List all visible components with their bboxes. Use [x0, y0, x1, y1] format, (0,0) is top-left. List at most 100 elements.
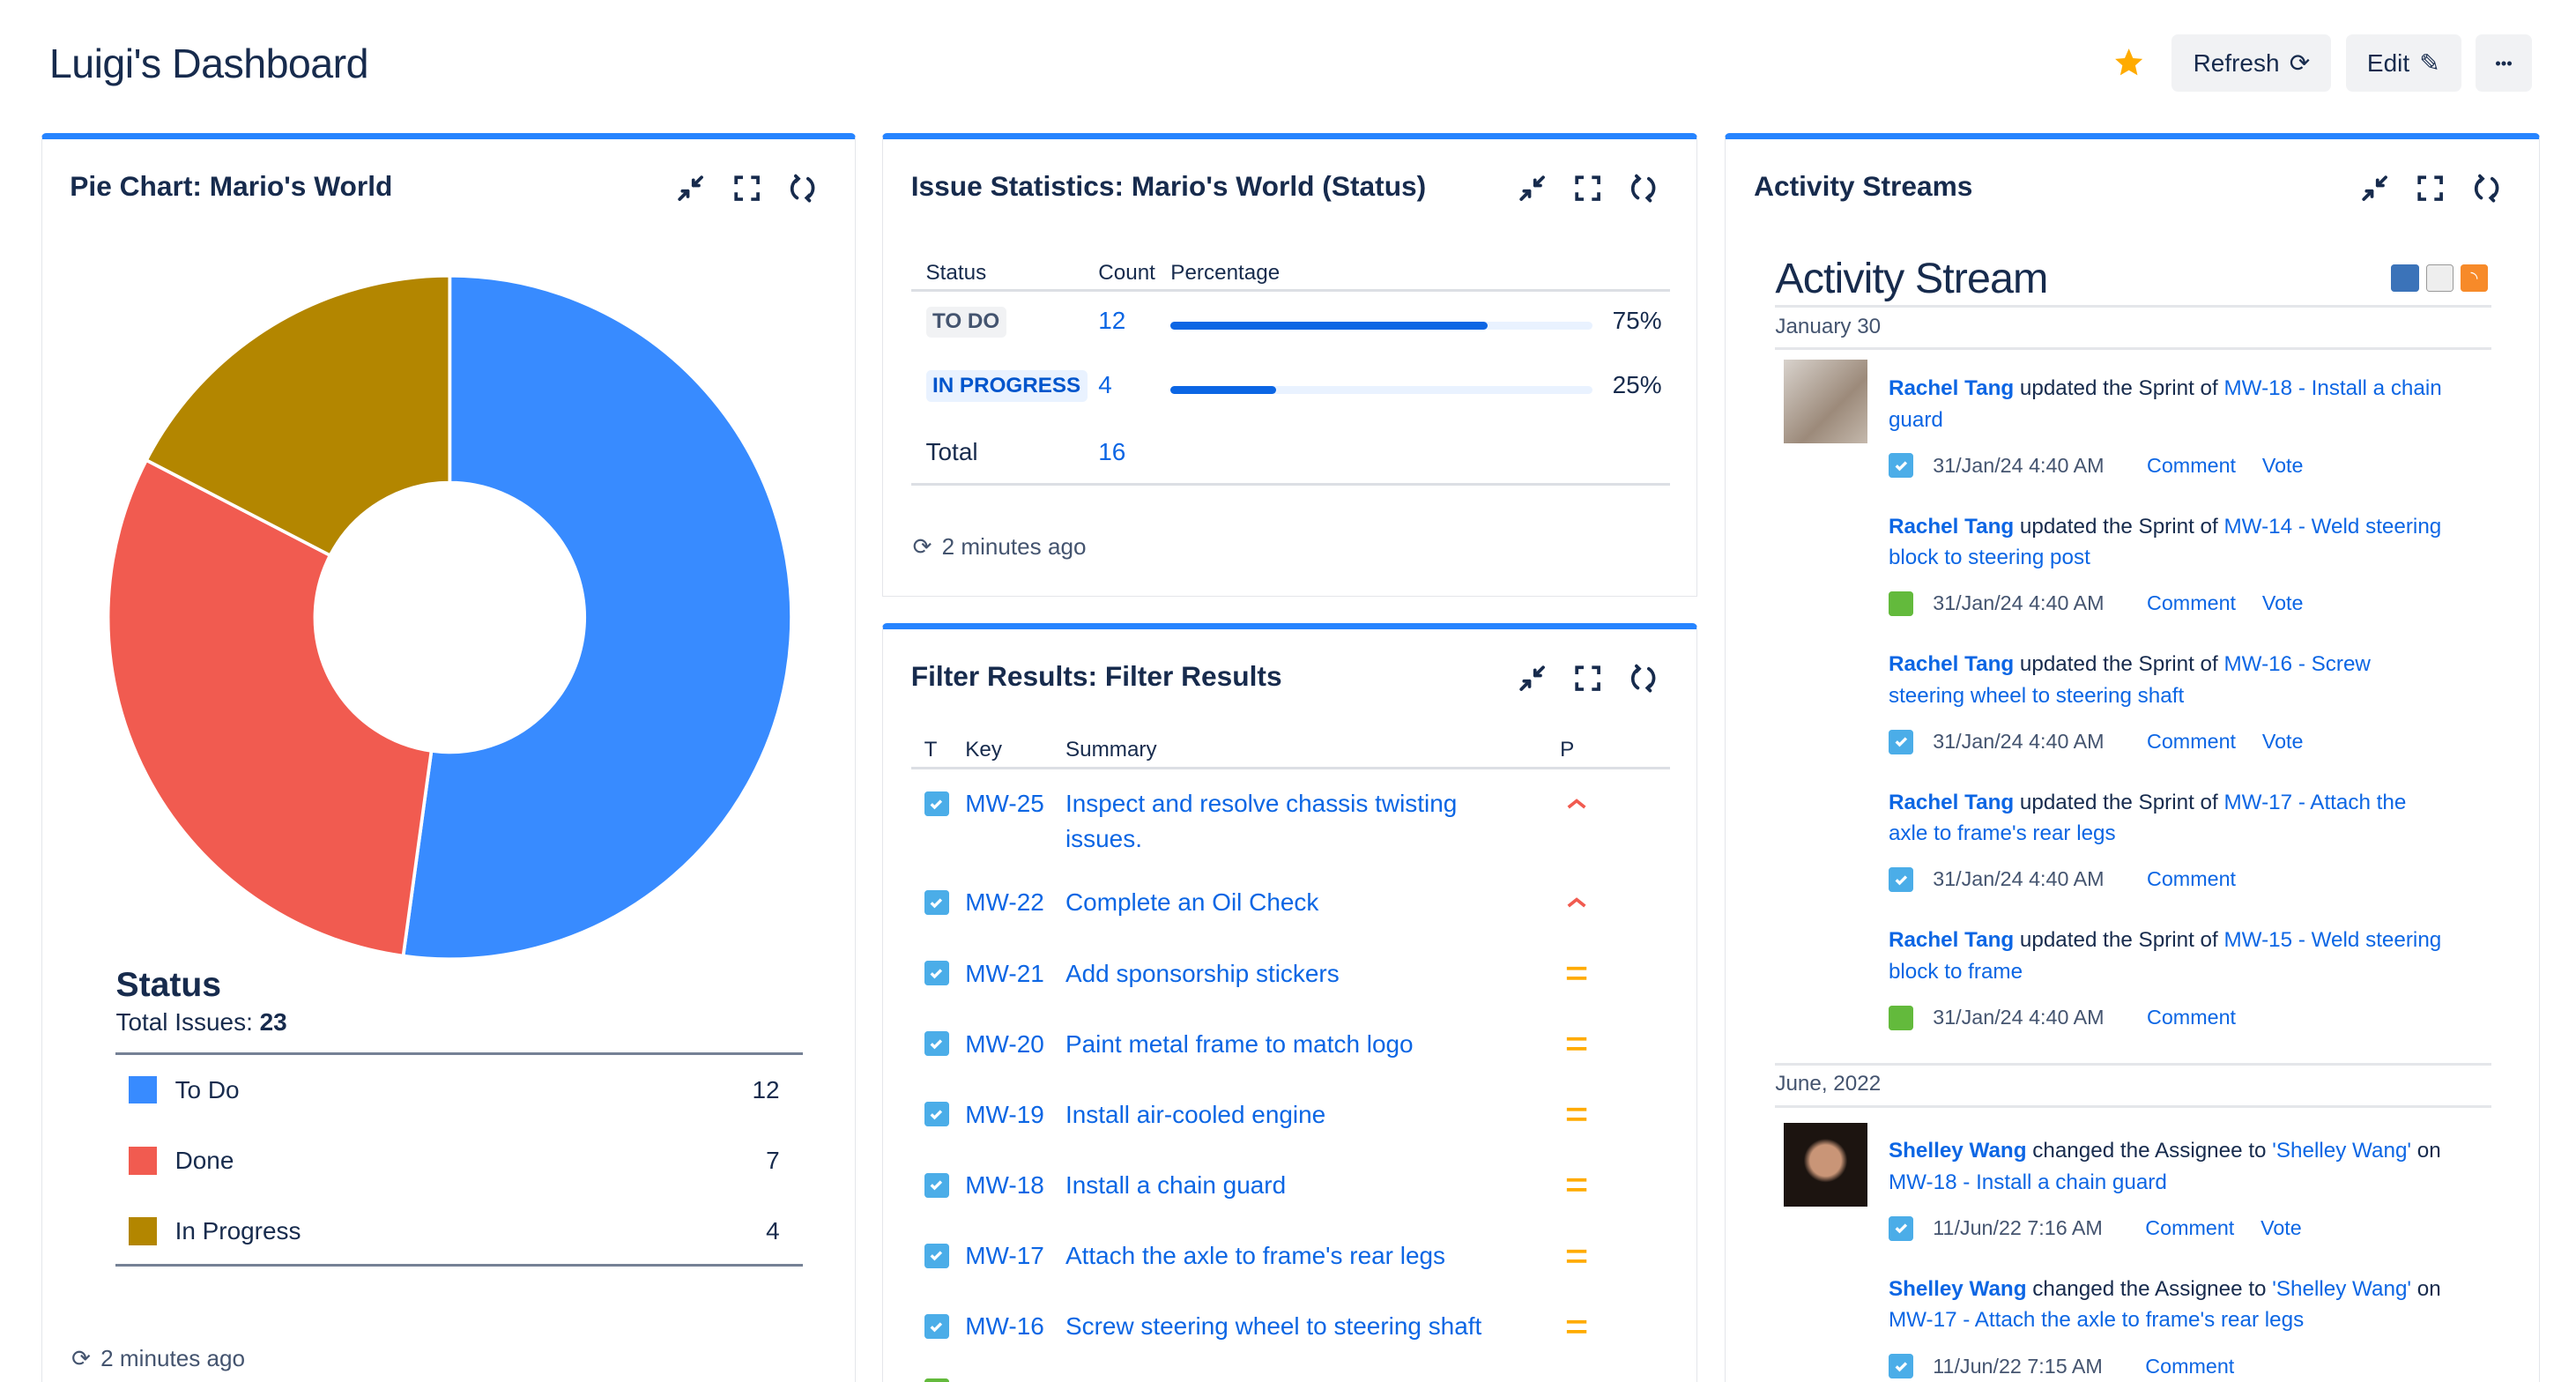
- comment-link[interactable]: Comment: [2147, 591, 2236, 615]
- issue-summary[interactable]: Add sponsorship stickers: [1065, 959, 1340, 987]
- refresh-label: Refresh: [2193, 48, 2280, 77]
- user-link[interactable]: Rachel Tang: [1888, 790, 2015, 814]
- comment-link[interactable]: Comment: [2147, 453, 2236, 477]
- issue-link[interactable]: MW-18 - Install a chain guard: [1888, 376, 2442, 432]
- total-label: Total: [925, 438, 978, 466]
- activity-entry: Rachel Tang updated the Sprint of MW-15 …: [1775, 925, 2491, 1033]
- status-lozenge[interactable]: IN PROGRESS: [925, 370, 1088, 402]
- comment-link[interactable]: Comment: [2147, 729, 2236, 753]
- refresh-icon[interactable]: [786, 172, 819, 212]
- activity-streams-panel: Activity Streams Activity Stream ◝ Janua…: [1725, 133, 2541, 1382]
- refresh-icon[interactable]: [1627, 662, 1659, 702]
- maximize-icon[interactable]: [731, 172, 763, 212]
- full-view-icon[interactable]: [2391, 264, 2420, 293]
- user-link[interactable]: Rachel Tang: [1888, 376, 2015, 401]
- minimize-icon[interactable]: [2358, 172, 2391, 212]
- vote-link[interactable]: Vote: [2261, 729, 2304, 753]
- user-link[interactable]: Shelley Wang: [1888, 1276, 2027, 1301]
- issue-link[interactable]: MW-14 - Weld steering block to steering …: [1888, 514, 2442, 570]
- activity-text: Rachel Tang updated the Sprint of MW-17 …: [1889, 787, 2442, 850]
- refresh-icon: ⟳: [2289, 49, 2311, 78]
- panel-title: Issue Statistics: Mario's World (Status): [910, 170, 1427, 203]
- user-avatar[interactable]: [1783, 1122, 1867, 1207]
- minimize-icon[interactable]: [674, 172, 707, 212]
- activity-entry: Rachel Tang updated the Sprint of MW-16 …: [1775, 649, 2491, 757]
- priority-medium-icon: [1565, 956, 1588, 991]
- issue-link[interactable]: MW-18 - Install a chain guard: [1888, 1170, 2167, 1194]
- timestamp: 11/Jun/22 7:15 AM: [1933, 1354, 2103, 1378]
- issue-summary[interactable]: Attach the axle to frame's rear legs: [1065, 1242, 1446, 1270]
- issue-key[interactable]: MW-25: [965, 790, 1044, 818]
- issue-key[interactable]: MW-16: [965, 1312, 1044, 1341]
- legend-item[interactable]: In Progress 4: [129, 1213, 780, 1249]
- maximize-icon[interactable]: [1571, 172, 1604, 212]
- user-link[interactable]: Shelley Wang: [1888, 1139, 2027, 1163]
- status-percent: 75%: [1612, 307, 1662, 335]
- user-link[interactable]: Rachel Tang: [1888, 652, 2015, 677]
- updated-time: 2 minutes ago: [100, 1345, 245, 1372]
- issue-summary[interactable]: Install air-cooled engine: [1065, 1100, 1326, 1128]
- updated-time: 2 minutes ago: [941, 533, 1087, 561]
- refresh-icon[interactable]: ⟳: [912, 533, 932, 561]
- comment-link[interactable]: Comment: [2145, 1354, 2235, 1378]
- issue-key[interactable]: MW-19: [965, 1100, 1044, 1128]
- issue-summary[interactable]: Inspect and resolve chassis twisting iss…: [1065, 790, 1458, 852]
- pie-slice-done[interactable]: [106, 457, 434, 958]
- task-type-icon: [924, 1031, 949, 1057]
- timestamp: 11/Jun/22 7:16 AM: [1933, 1216, 2103, 1240]
- issue-key[interactable]: MW-21: [965, 959, 1044, 987]
- activity-text: Shelley Wang changed the Assignee to 'Sh…: [1889, 1274, 2442, 1336]
- activity-suffix: on: [2416, 1139, 2441, 1163]
- panel-controls: [1516, 172, 1660, 212]
- total-value[interactable]: 16: [1098, 438, 1126, 466]
- issue-summary[interactable]: Complete an Oil Check: [1065, 888, 1319, 917]
- status-count[interactable]: 4: [1098, 370, 1112, 398]
- user-link[interactable]: Rachel Tang: [1888, 514, 2015, 539]
- more-button[interactable]: •••: [2476, 34, 2532, 93]
- comment-link[interactable]: Comment: [2145, 1216, 2235, 1240]
- status-count[interactable]: 12: [1098, 307, 1126, 335]
- timestamp: 31/Jan/24 4:40 AM: [1933, 1006, 2105, 1029]
- pie-slice-in-progress[interactable]: [144, 273, 451, 558]
- vote-link[interactable]: Vote: [2260, 1216, 2302, 1240]
- issue-key[interactable]: MW-22: [965, 888, 1044, 917]
- issue-key[interactable]: MW-17: [965, 1242, 1044, 1270]
- maximize-icon[interactable]: [2414, 172, 2446, 212]
- activity-entry: Shelley Wang changed the Assignee to 'Sh…: [1775, 1122, 2491, 1244]
- list-view-icon[interactable]: [2425, 264, 2454, 293]
- issue-link[interactable]: MW-16 - Screw steering wheel to steering…: [1888, 652, 2371, 708]
- legend-item[interactable]: Done 7: [129, 1142, 780, 1178]
- refresh-button[interactable]: Refresh ⟳: [2171, 34, 2332, 93]
- vote-link[interactable]: Vote: [2261, 591, 2304, 615]
- issue-link[interactable]: MW-17 - Attach the axle to frame's rear …: [1888, 1308, 2305, 1333]
- pie-slice-to-do[interactable]: [401, 273, 793, 962]
- issue-key[interactable]: MW-20: [965, 1029, 1044, 1058]
- refresh-icon[interactable]: [1627, 172, 1659, 212]
- minimize-icon[interactable]: [1516, 662, 1548, 702]
- comment-link[interactable]: Comment: [2147, 867, 2236, 891]
- activity-verb: changed the Assignee to: [2032, 1276, 2267, 1301]
- status-lozenge[interactable]: TO DO: [925, 306, 1006, 338]
- star-icon[interactable]: [2112, 46, 2145, 85]
- legend-item[interactable]: To Do 12: [129, 1072, 780, 1108]
- issue-summary[interactable]: Paint metal frame to match logo: [1065, 1029, 1414, 1058]
- refresh-icon[interactable]: ⟳: [71, 1345, 91, 1372]
- priority-high-icon: [1565, 885, 1588, 919]
- minimize-icon[interactable]: [1516, 172, 1548, 212]
- assignee-link[interactable]: 'Shelley Wang': [2272, 1139, 2412, 1163]
- rss-feed-icon[interactable]: ◝: [2460, 264, 2489, 293]
- assignee-link[interactable]: 'Shelley Wang': [2272, 1276, 2412, 1301]
- issue-key[interactable]: MW-18: [965, 1170, 1044, 1199]
- refresh-icon[interactable]: [2470, 172, 2503, 212]
- comment-link[interactable]: Comment: [2147, 1006, 2236, 1029]
- issue-link[interactable]: MW-17 - Attach the axle to frame's rear …: [1888, 790, 2407, 846]
- priority-medium-icon: [1565, 1027, 1588, 1061]
- issue-summary[interactable]: Screw steering wheel to steering shaft: [1065, 1312, 1482, 1341]
- user-link[interactable]: Rachel Tang: [1888, 928, 2015, 953]
- maximize-icon[interactable]: [1571, 662, 1604, 702]
- vote-link[interactable]: Vote: [2261, 453, 2304, 477]
- edit-button[interactable]: Edit ✎: [2346, 34, 2461, 93]
- user-avatar[interactable]: [1783, 360, 1867, 444]
- issue-summary[interactable]: Install a chain guard: [1065, 1170, 1287, 1199]
- issue-link[interactable]: MW-15 - Weld steering block to frame: [1888, 928, 2442, 984]
